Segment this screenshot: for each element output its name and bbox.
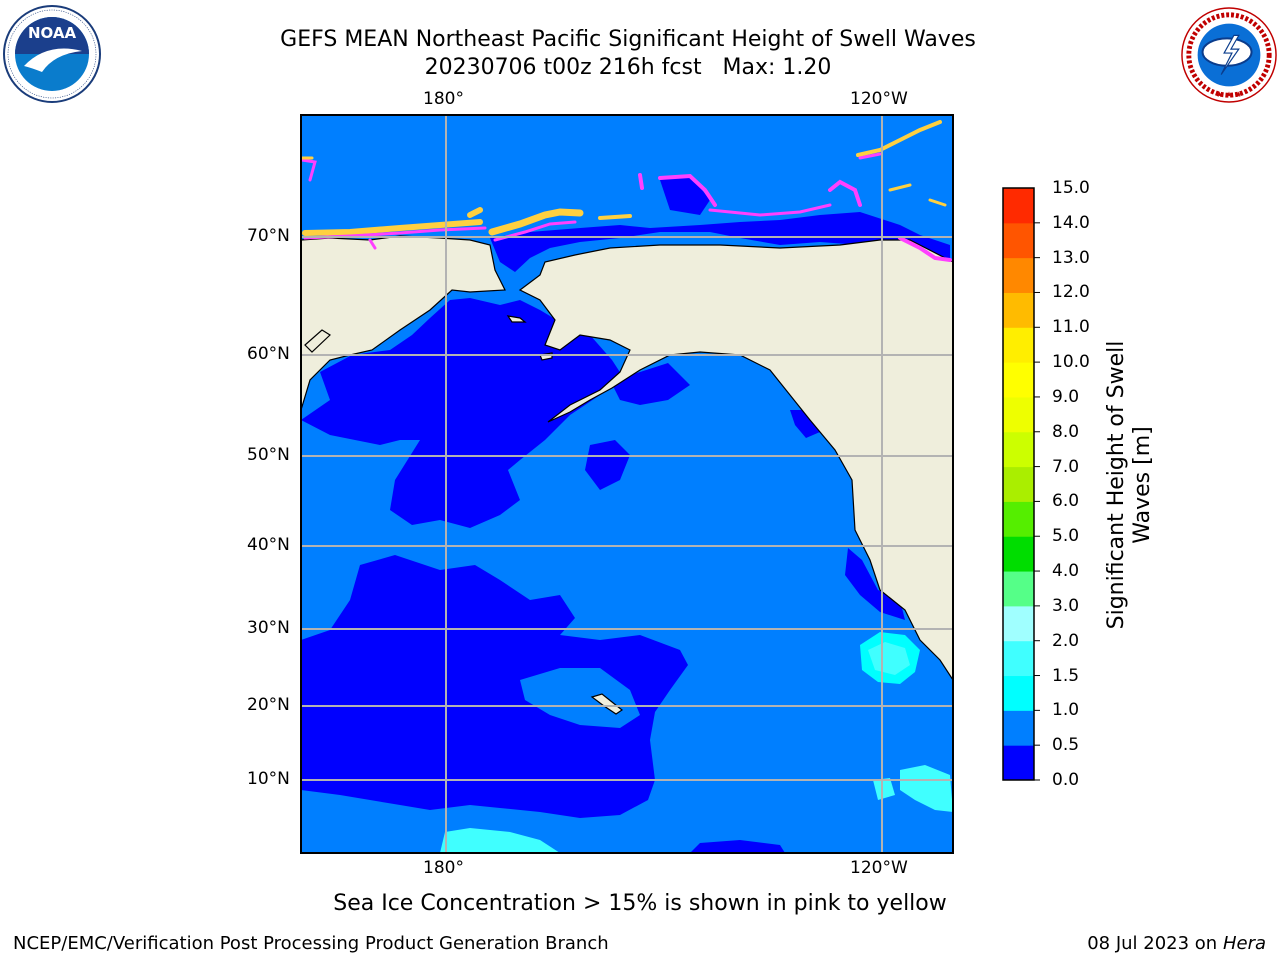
lat-label-20n: 20°N bbox=[247, 695, 290, 715]
colorbar-bin-3 bbox=[1003, 640, 1034, 677]
colorbar-tick-5: 3.0 bbox=[1052, 595, 1080, 616]
colorbar-tick-6: 4.0 bbox=[1052, 561, 1080, 582]
lon-label-bottom-180: 180° bbox=[423, 858, 464, 878]
lat-label-30n: 30°N bbox=[247, 618, 290, 638]
colorbar-tick-0: 0.0 bbox=[1052, 770, 1080, 790]
colorbar-bin-0 bbox=[1003, 745, 1034, 781]
colorbar-tick-3: 1.5 bbox=[1052, 665, 1080, 686]
colorbar-bin-12 bbox=[1003, 327, 1034, 363]
colorbar-tick-2: 1.0 bbox=[1052, 700, 1080, 721]
map-frame bbox=[300, 114, 954, 854]
lat-label-70n: 70°N bbox=[247, 226, 290, 246]
colorbar-bin-10 bbox=[1003, 396, 1034, 433]
lon-label-bottom-120w: 120°W bbox=[850, 858, 908, 878]
colorbar-tick-11: 9.0 bbox=[1052, 386, 1080, 407]
footer-host: Hera bbox=[1222, 933, 1266, 954]
colorbar bbox=[1002, 187, 1040, 781]
footer-date-text: 08 Jul 2023 on bbox=[1087, 933, 1223, 954]
lat-label-10n: 10°N bbox=[247, 769, 290, 789]
lat-label-60n: 60°N bbox=[247, 344, 290, 364]
colorbar-tick-4: 2.0 bbox=[1052, 630, 1080, 651]
colorbar-bin-5 bbox=[1003, 571, 1034, 607]
map-gridlines bbox=[301, 115, 953, 853]
colorbar-tick-12: 10.0 bbox=[1052, 352, 1090, 373]
colorbar-bin-6 bbox=[1003, 536, 1034, 572]
colorbar-bin-1 bbox=[1003, 710, 1034, 746]
lon-label-top-120w: 120°W bbox=[850, 89, 908, 109]
colorbar-bin-8 bbox=[1003, 466, 1034, 502]
colorbar-title-line2: Waves [m] bbox=[1130, 426, 1155, 544]
colorbar-tick-8: 6.0 bbox=[1052, 491, 1080, 512]
colorbar-bin-14 bbox=[1003, 257, 1034, 293]
colorbar-tick-16: 14.0 bbox=[1052, 212, 1090, 233]
chart-title: GEFS MEAN Northeast Pacific Significant … bbox=[280, 27, 976, 52]
colorbar-tick-7: 5.0 bbox=[1052, 526, 1080, 547]
colorbar-bin-2 bbox=[1003, 675, 1034, 711]
colorbar-bin-15 bbox=[1003, 222, 1034, 259]
chart-subtitle: 20230706 t00z 216h fcst Max: 1.20 bbox=[424, 55, 832, 80]
noaa-logo-text: NOAA bbox=[28, 24, 77, 42]
noaa-logo: NOAA bbox=[3, 5, 101, 103]
lat-label-50n: 50°N bbox=[247, 445, 290, 465]
swell-region-1.0-2.0 bbox=[440, 632, 953, 853]
nws-logo: ★ ★ ★ bbox=[1181, 7, 1277, 103]
colorbar-tick-15: 13.0 bbox=[1052, 247, 1090, 268]
colorbar-tick-13: 11.0 bbox=[1052, 317, 1090, 338]
lat-label-40n: 40°N bbox=[247, 535, 290, 555]
footer-date: 08 Jul 2023 on Hera bbox=[1087, 933, 1266, 954]
colorbar-bin-7 bbox=[1003, 501, 1034, 537]
colorbar-bin-13 bbox=[1003, 292, 1034, 328]
colorbar-tick-10: 8.0 bbox=[1052, 421, 1080, 442]
svg-text:★ ★ ★: ★ ★ ★ bbox=[1216, 90, 1242, 99]
footer-branch: NCEP/EMC/Verification Post Processing Pr… bbox=[13, 933, 609, 954]
colorbar-bin-11 bbox=[1003, 362, 1034, 398]
colorbar-tick-17: 15.0 bbox=[1052, 178, 1090, 198]
colorbar-bin-16 bbox=[1003, 188, 1034, 224]
colorbar-title-line1: Significant Height of Swell bbox=[1104, 340, 1129, 630]
swell-region-hawaii bbox=[520, 668, 640, 728]
colorbar-bin-9 bbox=[1003, 431, 1034, 468]
lon-label-top-180: 180° bbox=[423, 89, 464, 109]
colorbar-tick-9: 7.0 bbox=[1052, 456, 1080, 477]
colorbar-tick-1: 0.5 bbox=[1052, 735, 1080, 756]
sea-ice-caption: Sea Ice Concentration > 15% is shown in … bbox=[333, 891, 947, 916]
colorbar-tick-14: 12.0 bbox=[1052, 282, 1090, 303]
colorbar-bin-4 bbox=[1003, 605, 1034, 642]
